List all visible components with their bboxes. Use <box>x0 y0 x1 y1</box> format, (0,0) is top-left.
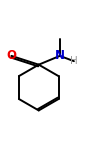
Text: H: H <box>70 56 78 66</box>
Text: O: O <box>6 49 16 62</box>
Text: N: N <box>55 49 65 62</box>
